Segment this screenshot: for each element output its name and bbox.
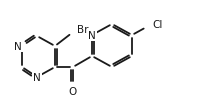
Text: N: N (88, 31, 96, 41)
Text: Br: Br (77, 25, 89, 35)
Text: Cl: Cl (152, 20, 162, 30)
Text: N: N (33, 72, 41, 82)
Text: O: O (69, 86, 77, 96)
Text: N: N (14, 42, 22, 52)
